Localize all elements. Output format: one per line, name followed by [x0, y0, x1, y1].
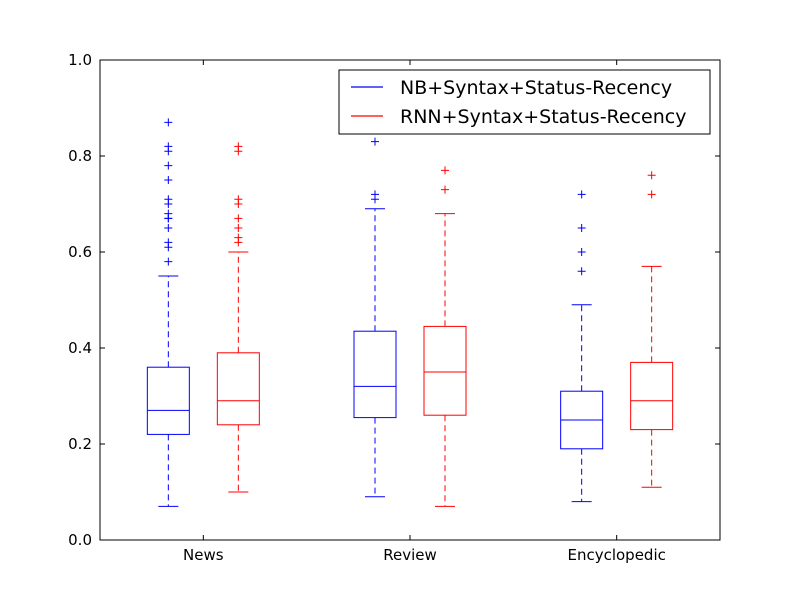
box-1-0 — [216, 142, 260, 493]
axes: 0.0 0.2 0.4 0.6 0.8 1.0 News Review Encyclopedic — [68, 51, 721, 564]
outlier-marker — [164, 195, 173, 204]
outlier-marker — [234, 233, 243, 242]
iqr-box — [146, 366, 190, 435]
legend-box — [338, 69, 711, 135]
outlier-marker — [164, 257, 173, 266]
outlier-marker — [647, 190, 656, 199]
box-1-1 — [423, 166, 467, 507]
outlier-marker — [371, 137, 379, 146]
iqr-box — [630, 361, 674, 431]
y-tick-label: 0.0 — [68, 531, 92, 549]
outlier-marker — [577, 267, 586, 276]
outlier-marker — [234, 142, 243, 151]
outlier-marker — [234, 224, 243, 232]
outlier-marker — [577, 248, 586, 256]
outlier-marker — [577, 224, 586, 232]
box-1-2 — [630, 171, 674, 488]
legend-label: RNN+Syntax+Status-Recency — [400, 106, 686, 128]
x-tick-label: News — [183, 546, 224, 564]
iqr-box — [353, 330, 397, 419]
outlier-marker — [441, 185, 449, 194]
x-tick-label: Review — [383, 546, 437, 564]
outlier-marker — [164, 161, 173, 170]
legend-label: NB+Syntax+Status-Recency — [400, 77, 672, 99]
y-tick-label: 1.0 — [68, 51, 92, 69]
plot-area — [146, 118, 674, 507]
iqr-box — [216, 352, 260, 426]
outlier-marker — [234, 214, 243, 223]
outlier-marker — [164, 118, 173, 127]
outlier-marker — [164, 238, 173, 247]
y-tick-label: 0.6 — [68, 243, 92, 261]
outlier-marker — [164, 176, 173, 184]
outlier-marker — [371, 190, 379, 199]
outlier-marker — [577, 190, 586, 199]
y-tick-label: 0.8 — [68, 147, 92, 165]
outlier-marker — [164, 142, 173, 151]
box-0-1 — [353, 137, 397, 498]
outlier-marker — [441, 166, 449, 175]
y-tick-label: 0.4 — [68, 339, 92, 357]
outlier-marker — [164, 224, 173, 232]
outlier-marker — [234, 195, 243, 204]
box-0-2 — [560, 190, 604, 503]
iqr-box — [423, 325, 467, 416]
outlier-marker — [164, 209, 173, 218]
legend: NB+Syntax+Status-Recency RNN+Syntax+Statu… — [338, 69, 711, 135]
x-tick-label: Encyclopedic — [567, 546, 665, 564]
box-0-0 — [146, 118, 190, 507]
outlier-marker — [647, 171, 656, 180]
y-tick-label: 0.2 — [68, 435, 92, 453]
